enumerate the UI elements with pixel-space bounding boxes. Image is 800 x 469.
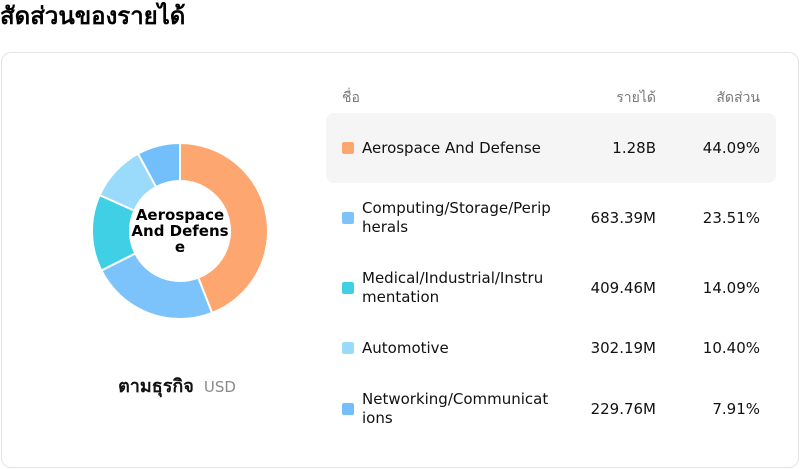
segment-type-label[interactable]: ตามธุรกิจ — [118, 376, 194, 397]
header-name: ชื่อ — [342, 90, 360, 106]
segment-name: Aerospace And Defense — [362, 138, 541, 157]
segment-share: 23.51% — [702, 209, 760, 227]
donut-slice-4[interactable] — [136, 141, 181, 189]
donut-slice-0[interactable] — [179, 141, 269, 315]
revenue-share-card: Aerospace And Defense ตามธุรกิจ USD ชื่อ… — [1, 52, 799, 468]
table-row[interactable]: Networking/Communications 229.76M 7.91% — [326, 374, 776, 444]
header-share: สัดส่วน — [716, 90, 760, 106]
segment-revenue: 683.39M — [590, 209, 656, 227]
legend-swatch — [342, 212, 354, 224]
donut-center-label: Aerospace And Defense — [131, 206, 229, 256]
legend-swatch — [342, 282, 354, 294]
segment-revenue: 409.46M — [590, 279, 656, 297]
donut-caption: ตามธุรกิจ USD — [2, 371, 352, 400]
segment-revenue: 302.19M — [590, 339, 656, 357]
donut-svg — [91, 141, 269, 320]
segment-share: 10.40% — [702, 339, 760, 357]
header-revenue: รายได้ — [616, 90, 656, 106]
table-row[interactable]: Automotive 302.19M 10.40% — [326, 313, 776, 383]
segment-name: Networking/Communications — [362, 390, 549, 427]
segment-name: Automotive — [362, 338, 449, 357]
currency-label: USD — [203, 378, 236, 396]
segment-revenue: 229.76M — [590, 400, 656, 418]
table-header: ชื่อ รายได้ สัดส่วน — [326, 83, 776, 107]
legend-swatch — [342, 342, 354, 354]
donut-chart: Aerospace And Defense — [90, 141, 270, 321]
table-row[interactable]: Medical/Industrial/Instrumentation 409.4… — [326, 253, 776, 323]
segment-share: 14.09% — [702, 279, 760, 297]
segment-name: Medical/Industrial/Instrumentation — [362, 269, 544, 306]
legend-swatch — [342, 403, 354, 415]
table-row[interactable]: Aerospace And Defense 1.28B 44.09% — [326, 113, 776, 183]
segment-share: 7.91% — [712, 400, 760, 418]
segment-name: Computing/Storage/Peripherals — [362, 199, 551, 236]
legend-swatch — [342, 142, 354, 154]
table-row[interactable]: Computing/Storage/Peripherals 683.39M 23… — [326, 183, 776, 253]
page-title: สัดส่วนของรายได้ — [0, 2, 186, 30]
segment-share: 44.09% — [702, 139, 760, 157]
segment-revenue: 1.28B — [612, 139, 656, 157]
